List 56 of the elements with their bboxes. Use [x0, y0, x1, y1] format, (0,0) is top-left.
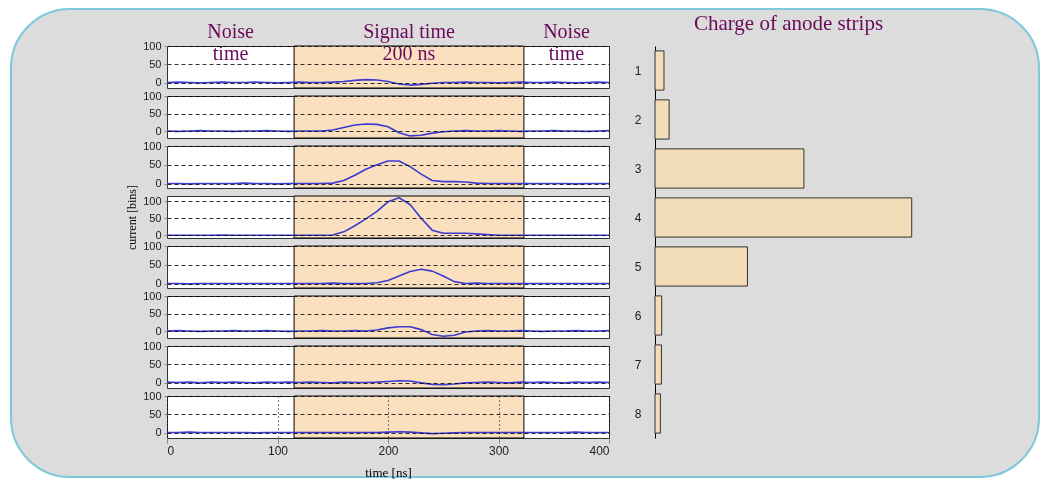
bar: [654, 197, 913, 238]
band-label: Signal time 200 ns: [363, 20, 455, 64]
line-series: [167, 123, 609, 137]
y-tick-label: 2: [634, 112, 642, 127]
y-tick-label: 50: [149, 407, 162, 420]
bar: [654, 50, 665, 91]
annotation: Noise time: [207, 20, 254, 64]
y-tick-label: 100: [143, 389, 162, 402]
y-tick-label: 100: [143, 289, 162, 302]
y-tick-label: 100: [143, 89, 162, 102]
y-tick-label: 100: [143, 194, 162, 207]
y-tick-label: 50: [149, 258, 162, 271]
x-tick-label: 400: [589, 443, 610, 458]
y-tick-label: 0: [155, 124, 162, 137]
y-tick-label: 3: [634, 161, 642, 176]
y-tick-label: 100: [143, 339, 162, 352]
line-series: [167, 160, 609, 185]
y-tick-label: 4: [634, 210, 642, 225]
y-tick-label: 0: [155, 228, 162, 241]
y-axis-title: current [bins]: [125, 185, 140, 250]
y-tick-label: 50: [149, 211, 162, 224]
y-tick-label: 50: [149, 307, 162, 319]
y-tick-label: 50: [149, 357, 162, 370]
y-tick-label: 100: [143, 239, 162, 252]
y-tick-label: 100: [143, 39, 162, 52]
bar: [654, 344, 662, 385]
annotation: Noise time: [543, 20, 590, 64]
x-axis-title: time [ns]: [365, 464, 412, 480]
line-series: [167, 268, 609, 285]
x-tick-label: 0: [167, 443, 175, 458]
y-tick-label: 0: [155, 177, 162, 189]
y-tick-label: 50: [149, 57, 162, 70]
y-tick-label: 0: [155, 277, 162, 289]
bar: [654, 295, 663, 336]
y-tick-label: 0: [155, 324, 162, 337]
line-series: [167, 326, 609, 338]
y-tick-label: 0: [155, 376, 162, 389]
y-tick-label: 7: [634, 357, 642, 372]
y-tick-label: 5: [634, 259, 642, 274]
x-tick-label: 100: [267, 443, 289, 458]
y-tick-label: 50: [149, 158, 162, 171]
y-tick-label: 0: [155, 426, 162, 439]
y-tick-label: 100: [143, 139, 162, 152]
x-tick-label: 300: [488, 443, 510, 458]
y-tick-label: 1: [634, 63, 642, 78]
bar: [654, 99, 670, 140]
chart-title: Charge of anode strips: [693, 11, 884, 35]
y-tick-label: 6: [634, 308, 642, 323]
y-tick-label: 50: [149, 107, 162, 119]
line-series: [167, 196, 609, 237]
bar: [654, 246, 748, 287]
y-tick-label: 0: [155, 76, 162, 89]
y-tick-label: 8: [634, 406, 642, 421]
bar: [654, 393, 661, 434]
bar: [654, 148, 805, 189]
x-tick-label: 200: [378, 443, 399, 458]
